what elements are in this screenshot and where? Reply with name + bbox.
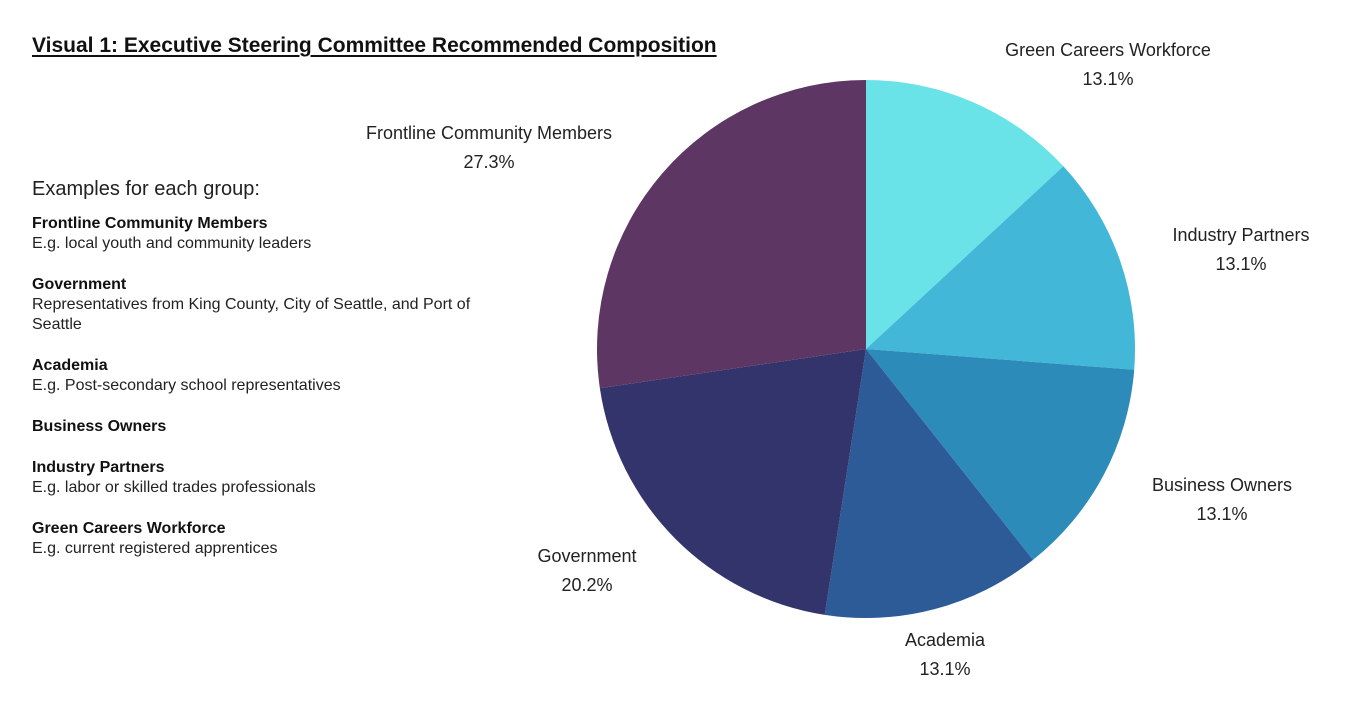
- chart-title: Visual 1: Executive Steering Committee R…: [32, 34, 717, 57]
- group-name: Government: [32, 276, 127, 293]
- group-description: Representatives from King County, City o…: [32, 296, 471, 333]
- slice-value-government: 20.2%: [561, 575, 612, 595]
- slice-value-academia: 13.1%: [919, 659, 970, 679]
- group-item-academia: Academia E.g. Post-secondary school repr…: [32, 356, 502, 396]
- pie-slice-academia: [824, 349, 1034, 618]
- slice-value-industry-partners: 13.1%: [1215, 254, 1266, 274]
- group-description: E.g. local youth and community leaders: [32, 235, 312, 252]
- pie-slice-green-careers-workforce: [866, 80, 1064, 349]
- group-name: Frontline Community Members: [32, 215, 268, 232]
- group-item-government: Government Representatives from King Cou…: [32, 275, 502, 335]
- examples-heading: Examples for each group:: [32, 178, 260, 200]
- slice-label-business-owners: Business Owners: [1152, 475, 1292, 495]
- pie-slice-business-owners: [866, 349, 1135, 560]
- slice-value-green-careers-workforce: 13.1%: [1082, 69, 1133, 89]
- pie-slice-government: [599, 349, 866, 615]
- group-description: E.g. labor or skilled trades professiona…: [32, 479, 316, 496]
- slice-value-business-owners: 13.1%: [1196, 504, 1247, 524]
- group-description: E.g. current registered apprentices: [32, 540, 278, 557]
- slice-label-industry-partners: Industry Partners: [1172, 225, 1309, 245]
- group-item-frontline: Frontline Community Members E.g. local y…: [32, 214, 502, 254]
- slice-label-academia: Academia: [905, 630, 986, 650]
- group-name: Business Owners: [32, 418, 167, 435]
- slice-value-frontline-community-members: 27.3%: [463, 152, 514, 172]
- slice-label-frontline-community-members: Frontline Community Members: [366, 123, 612, 143]
- slice-label-green-careers-workforce: Green Careers Workforce: [1005, 40, 1211, 60]
- pie-slice-frontline-community-members: [597, 80, 866, 389]
- group-name: Green Careers Workforce: [32, 520, 226, 537]
- group-item-business-owners: Business Owners: [32, 417, 502, 437]
- slice-label-government: Government: [537, 546, 636, 566]
- group-item-industry-partners: Industry Partners E.g. labor or skilled …: [32, 458, 502, 498]
- pie-slice-industry-partners: [866, 166, 1135, 370]
- group-name: Industry Partners: [32, 459, 165, 476]
- group-item-green-careers: Green Careers Workforce E.g. current reg…: [32, 519, 502, 559]
- group-name: Academia: [32, 357, 108, 374]
- group-description: E.g. Post-secondary school representativ…: [32, 377, 341, 394]
- group-examples-list: Frontline Community Members E.g. local y…: [32, 214, 502, 580]
